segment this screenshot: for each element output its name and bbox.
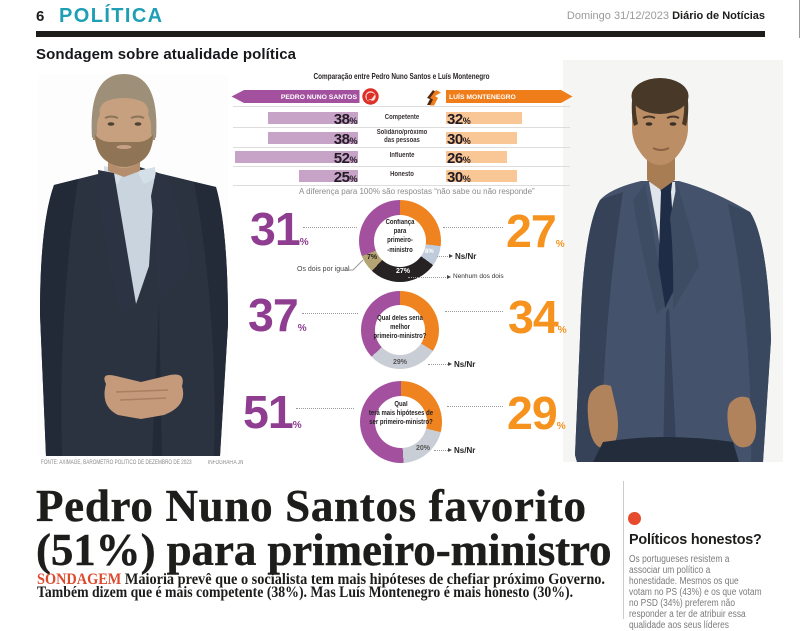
svg-text:LUÍS MONTENEGRO: LUÍS MONTENEGRO [449,92,516,101]
svg-text:PEDRO NUNO SANTOS: PEDRO NUNO SANTOS [281,94,358,101]
